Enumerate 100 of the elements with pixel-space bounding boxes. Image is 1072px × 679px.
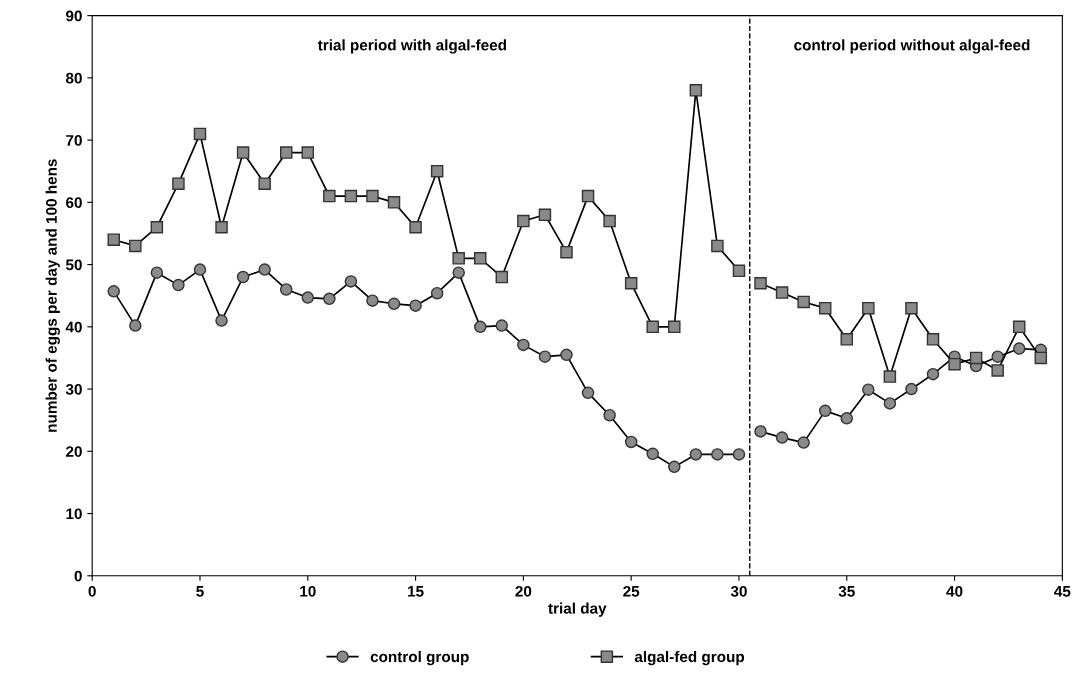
point bbox=[301, 146, 315, 159]
point bbox=[129, 319, 142, 332]
point bbox=[279, 146, 293, 159]
point bbox=[387, 297, 401, 311]
point bbox=[926, 333, 940, 346]
point bbox=[689, 448, 703, 461]
y-tick-label: 90 bbox=[66, 10, 82, 22]
point bbox=[107, 285, 121, 298]
point bbox=[560, 348, 573, 362]
point bbox=[107, 233, 121, 246]
x-tick-label: 0 bbox=[88, 585, 96, 597]
point bbox=[236, 146, 250, 159]
x-tick-label: 20 bbox=[515, 585, 532, 597]
point bbox=[926, 367, 940, 381]
x-tick-label: 40 bbox=[946, 585, 963, 597]
point bbox=[818, 404, 832, 418]
point bbox=[323, 189, 336, 203]
point bbox=[1034, 351, 1048, 365]
point bbox=[775, 431, 789, 444]
point bbox=[905, 382, 918, 396]
point bbox=[840, 412, 854, 425]
point bbox=[129, 239, 142, 253]
point bbox=[1012, 320, 1026, 334]
point bbox=[560, 245, 573, 259]
point bbox=[344, 275, 358, 288]
annotation: trial period with algal-feed bbox=[317, 39, 506, 54]
point bbox=[366, 294, 379, 307]
point bbox=[689, 84, 703, 97]
x-tick-label: 5 bbox=[196, 586, 204, 597]
x-tick-label: 45 bbox=[1054, 586, 1071, 597]
point bbox=[797, 295, 810, 309]
point bbox=[797, 436, 810, 449]
point bbox=[948, 357, 961, 371]
point bbox=[150, 220, 164, 234]
point bbox=[603, 408, 616, 422]
point bbox=[581, 189, 595, 203]
x-tick-label: 35 bbox=[838, 585, 855, 597]
point bbox=[323, 292, 336, 306]
point bbox=[668, 460, 681, 474]
x-axis-title: trial day bbox=[548, 602, 607, 617]
legend-label: control group bbox=[370, 650, 469, 666]
point bbox=[172, 278, 185, 292]
point bbox=[624, 277, 638, 290]
x-tick-label: 25 bbox=[623, 585, 640, 597]
point bbox=[969, 351, 983, 365]
y-tick-label: 10 bbox=[66, 508, 82, 520]
point bbox=[215, 220, 228, 234]
point bbox=[905, 301, 918, 315]
point bbox=[474, 252, 487, 265]
x-tick-label: 10 bbox=[300, 585, 316, 597]
y-tick-label: 70 bbox=[66, 134, 82, 146]
point bbox=[862, 383, 875, 396]
point bbox=[646, 320, 659, 334]
y-tick-label: 40 bbox=[65, 321, 82, 333]
point bbox=[495, 270, 509, 284]
point bbox=[430, 164, 444, 178]
point bbox=[193, 127, 207, 141]
point bbox=[646, 447, 659, 461]
y-tick-label: 30 bbox=[65, 383, 82, 395]
point bbox=[236, 270, 250, 284]
point bbox=[517, 338, 530, 352]
point bbox=[452, 252, 465, 265]
point bbox=[366, 189, 379, 203]
point bbox=[883, 397, 897, 410]
point bbox=[668, 320, 681, 334]
y-tick-label: 80 bbox=[65, 72, 82, 84]
y-tick-label: 60 bbox=[66, 197, 82, 209]
point bbox=[258, 177, 271, 190]
point bbox=[344, 189, 358, 203]
y-tick-label: 0 bbox=[74, 570, 82, 582]
x-tick-label: 30 bbox=[730, 585, 747, 597]
point bbox=[538, 350, 552, 363]
point bbox=[258, 263, 271, 276]
point bbox=[474, 320, 487, 334]
point bbox=[732, 448, 746, 461]
y-axis-title: number of eggs per day and 100 hens bbox=[45, 159, 60, 432]
point bbox=[991, 350, 1004, 363]
point bbox=[754, 425, 767, 438]
point bbox=[711, 448, 724, 461]
legend-label: algal-fed group bbox=[634, 650, 745, 666]
point bbox=[172, 177, 185, 190]
point bbox=[452, 266, 465, 279]
point bbox=[1012, 342, 1026, 355]
point bbox=[840, 333, 854, 346]
point bbox=[517, 214, 530, 228]
y-tick-label: 50 bbox=[65, 259, 82, 271]
point bbox=[754, 277, 767, 290]
point bbox=[430, 286, 444, 300]
point bbox=[991, 364, 1004, 377]
point bbox=[495, 319, 509, 332]
point bbox=[387, 196, 401, 209]
point bbox=[409, 220, 422, 234]
annotation: control period without algal-feed bbox=[794, 39, 1030, 54]
point bbox=[818, 301, 832, 315]
point bbox=[193, 263, 207, 276]
point bbox=[862, 301, 875, 315]
point bbox=[215, 314, 228, 327]
point bbox=[581, 386, 595, 400]
x-tick-label: 15 bbox=[408, 586, 424, 597]
point bbox=[624, 435, 638, 449]
